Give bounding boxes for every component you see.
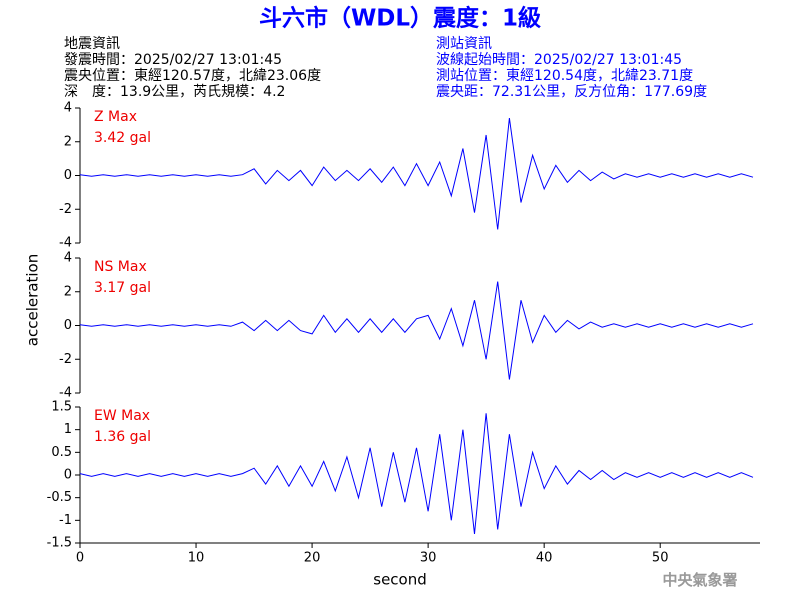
info-line: 波線起始時間：2025/02/27 13:01:45	[436, 52, 682, 68]
y-tick-label: -1.5	[47, 536, 72, 551]
info-line: 震央距：72.31公里，反方位角：177.69度	[436, 84, 707, 100]
y-tick-label: -4	[59, 386, 72, 401]
x-tick-label: 50	[652, 551, 669, 566]
y-axis-label: acceleration	[24, 254, 42, 346]
y-tick-label: 0	[64, 168, 72, 183]
info-line: 地震資訊	[64, 36, 120, 52]
peak-label: 1.36 gal	[94, 429, 151, 445]
peak-label: 3.42 gal	[94, 130, 151, 146]
y-tick-label: 1.5	[51, 400, 72, 415]
y-tick-label: 0.5	[51, 445, 72, 460]
y-tick-label: 2	[64, 134, 72, 149]
y-tick-label: 4	[64, 251, 72, 266]
y-tick-label: 0	[64, 468, 72, 483]
info-line: 深 度：13.9公里，芮氏規模：4.2	[64, 83, 285, 100]
peak-label: 3.17 gal	[94, 280, 151, 296]
footer: 中央氣象署	[662, 571, 737, 589]
y-tick-label: 1	[64, 422, 72, 437]
peak-label: EW Max	[94, 408, 150, 424]
waveform	[79, 413, 754, 534]
y-tick-label: 2	[64, 284, 72, 299]
y-tick-label: 4	[64, 101, 72, 116]
x-tick-label: 40	[536, 551, 553, 566]
y-tick-label: -2	[59, 352, 72, 367]
y-tick-label: 0	[64, 318, 72, 333]
x-axis-label: second	[373, 571, 427, 589]
y-tick-label: -2	[59, 202, 72, 217]
info-line: 震央位置：東經120.57度，北緯23.06度	[64, 68, 321, 84]
x-tick-label: 0	[76, 551, 84, 566]
x-tick-label: 30	[420, 551, 437, 566]
waveform	[79, 118, 754, 230]
x-tick-label: 20	[304, 551, 321, 566]
info-line: 發震時間：2025/02/27 13:01:45	[64, 52, 282, 68]
x-tick-label: 10	[188, 551, 205, 566]
info-line: 測站資訊	[436, 36, 492, 52]
y-tick-label: -4	[59, 236, 72, 251]
waveform	[79, 281, 754, 380]
peak-label: NS Max	[94, 259, 147, 275]
y-tick-label: -0.5	[47, 490, 72, 505]
info-line: 測站位置：東經120.54度，北緯23.71度	[436, 68, 693, 84]
title: 斗六市（WDL）震度：1級	[259, 5, 541, 32]
y-tick-label: -1	[59, 513, 72, 528]
peak-label: Z Max	[94, 109, 137, 125]
